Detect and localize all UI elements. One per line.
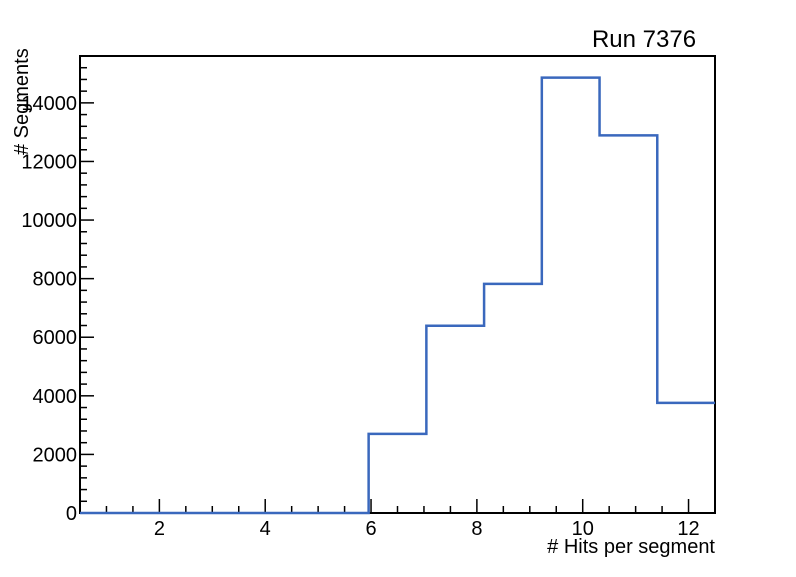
plot-frame [79,55,716,514]
x-axis-title: # Hits per segment [547,536,715,558]
y-axis-tick-label: 14000 [21,93,77,115]
chart-title: Run 7376 [592,26,696,53]
y-axis-tick-label: 6000 [33,327,78,349]
x-axis-tick-label: 10 [572,518,594,540]
y-axis-tick-label: 0 [66,503,77,525]
x-axis-tick-label: 6 [365,518,376,540]
x-axis-tick-label: 8 [471,518,482,540]
y-axis-title: # Segments [11,48,33,155]
y-axis-tick-label: 8000 [33,269,78,291]
y-axis-tick-label: 4000 [33,386,78,408]
histogram-line [80,76,715,515]
axes-layer: 2 4 6 8 10 12 0 2000 4000 6000 8000 10000 12000 14000 [21,55,716,540]
x-axis-tick-label: 2 [154,518,165,540]
y-axis-tick-label: 2000 [33,444,78,466]
x-axis-tick-label: 12 [677,518,699,540]
y-axis-tick-label: 10000 [21,210,77,232]
y-axis-tick-label: 12000 [21,151,77,173]
series-layer [80,76,715,515]
x-axis-tick-label: 4 [260,518,271,540]
